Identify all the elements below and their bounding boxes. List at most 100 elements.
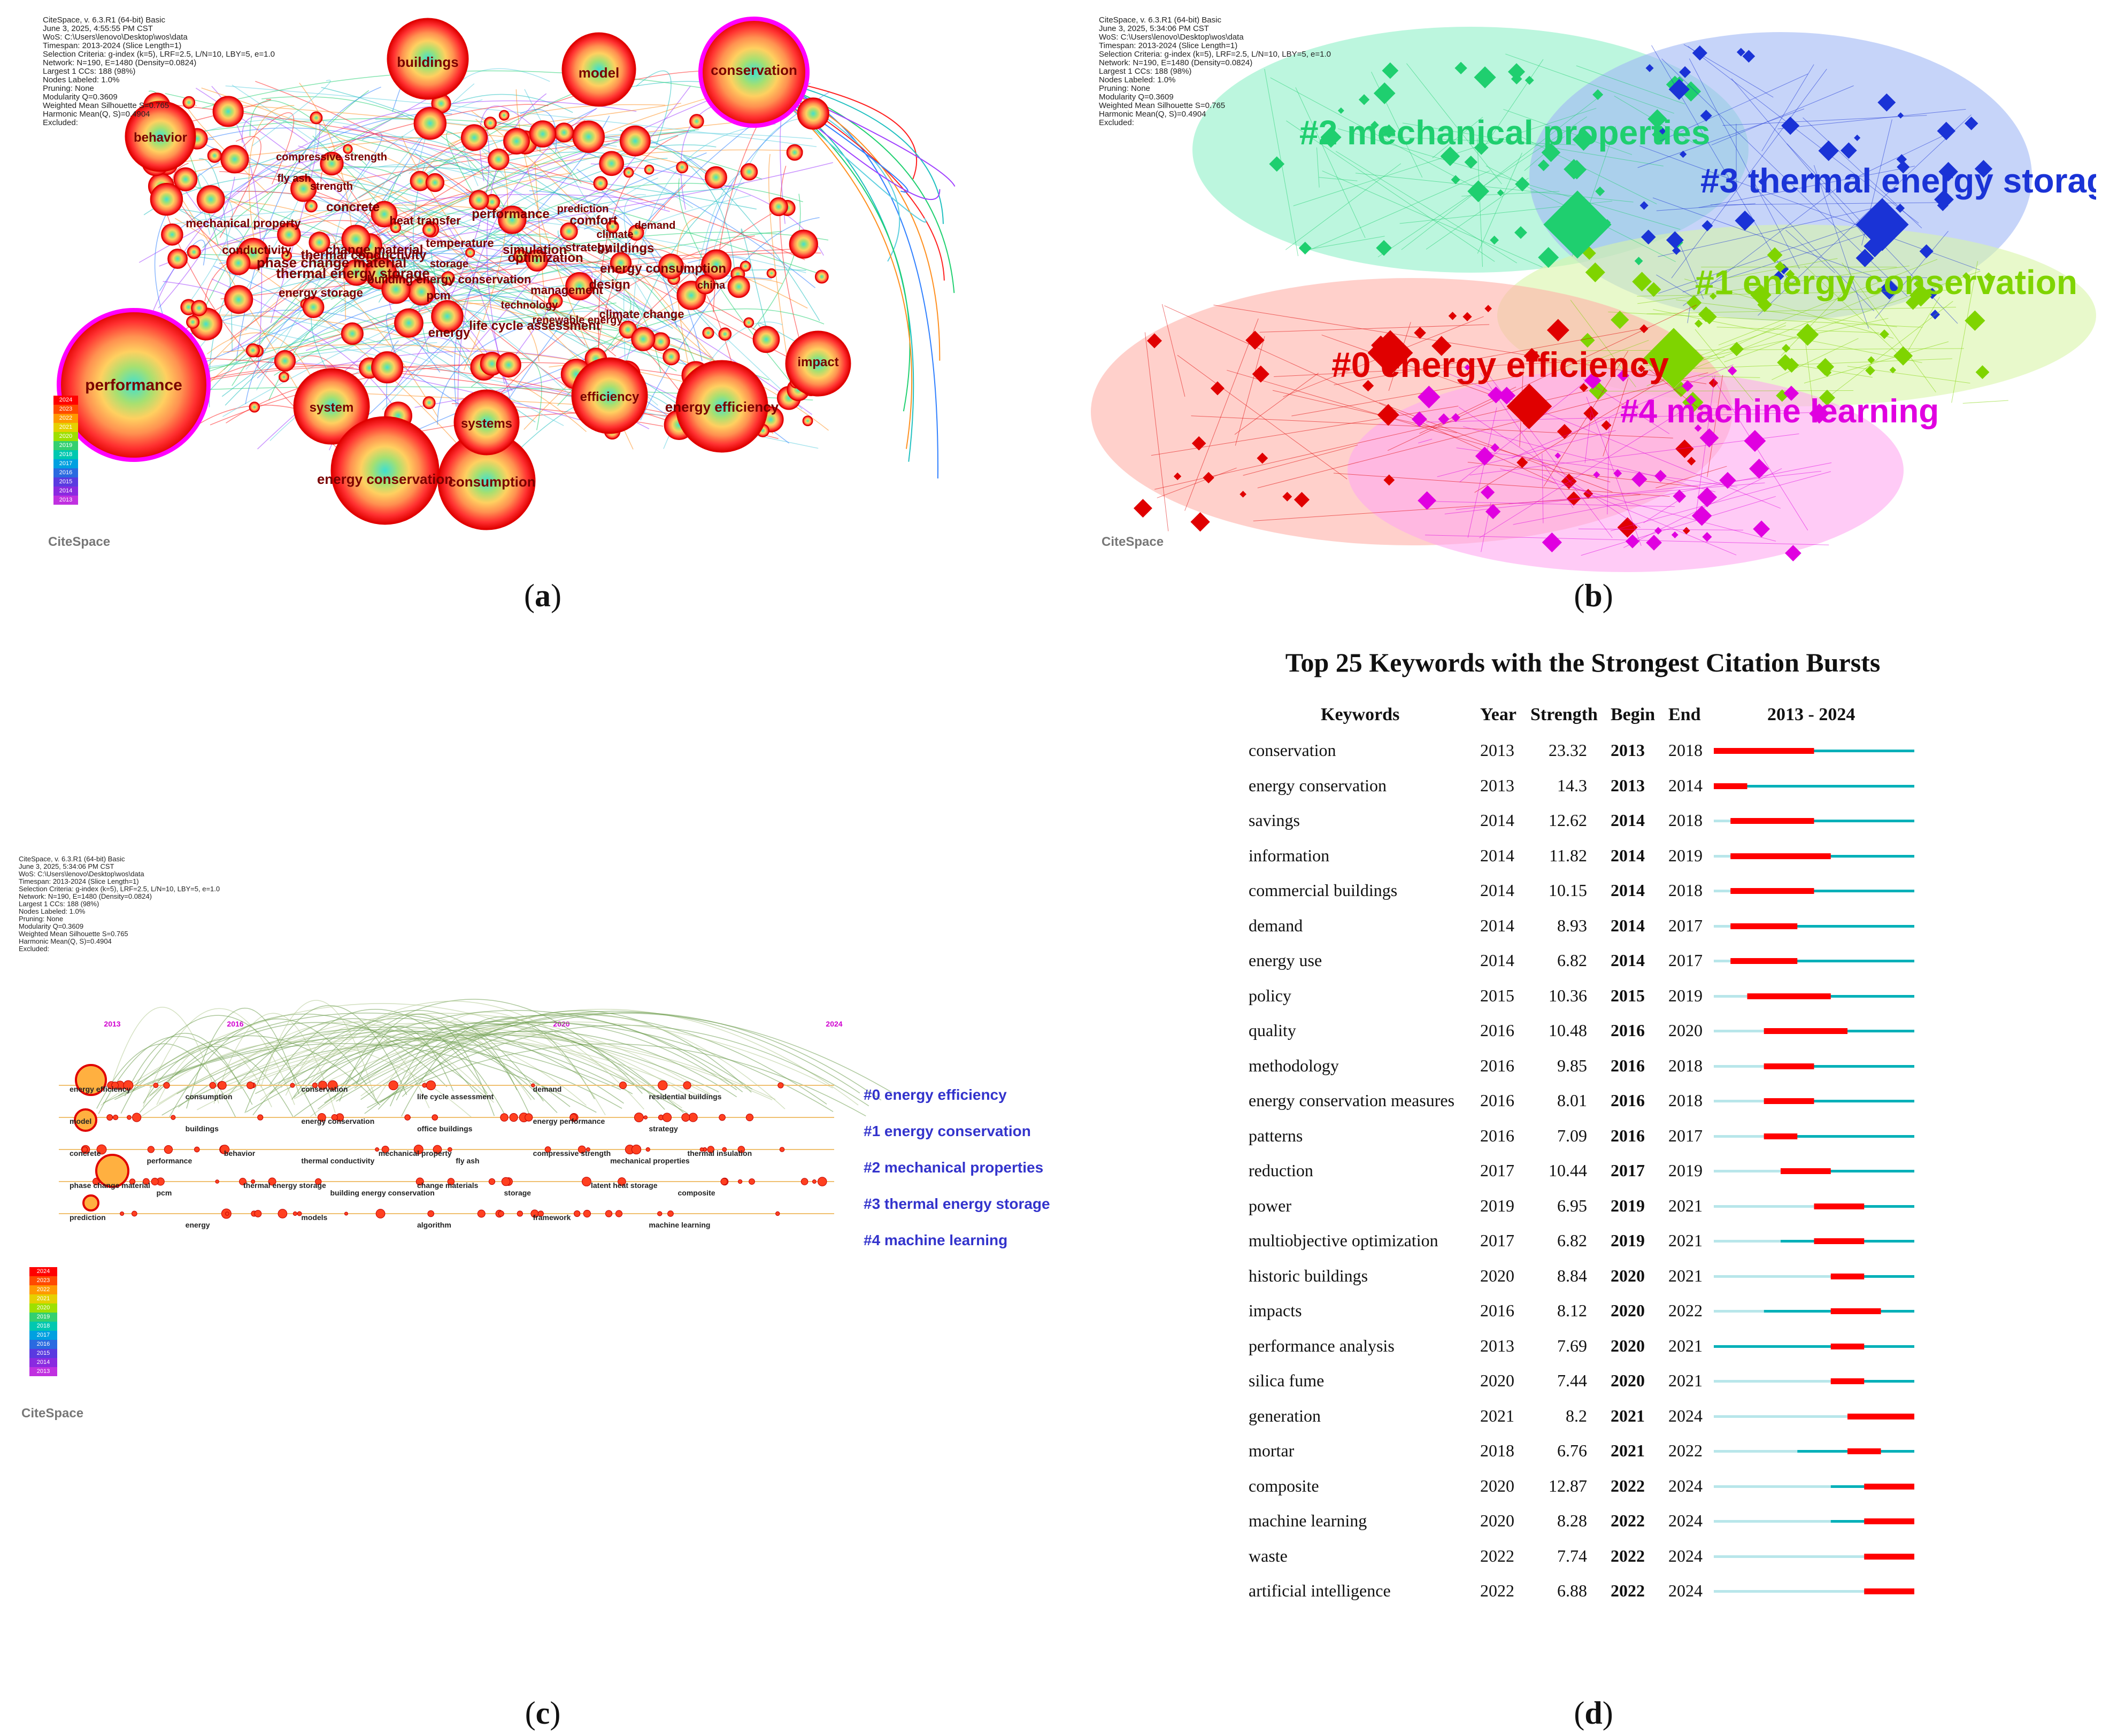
- network-node-efficiency: [571, 357, 648, 434]
- network-node: [422, 396, 436, 410]
- network-edge: [623, 287, 627, 367]
- burst-bar: [1714, 1133, 1914, 1139]
- cluster-edge: [1458, 407, 1641, 528]
- cluster-edge: [1695, 375, 1715, 518]
- timeline-arc: [360, 1008, 859, 1106]
- burst-row: generation 2021 8.2 2021 2024: [0, 1406, 2102, 1441]
- cluster-edge: [1151, 405, 1459, 456]
- network-node: [689, 114, 704, 129]
- burst-row: power 2019 6.95 2019 2021: [0, 1196, 2102, 1231]
- cluster-node-large: [1367, 330, 1413, 376]
- network-node: [496, 352, 521, 378]
- network-node-system: [293, 368, 370, 445]
- legend-year-2020: 2020: [53, 432, 78, 441]
- timeline-node-label: energy performance: [533, 1117, 605, 1125]
- node-label: mechanical property: [186, 217, 301, 230]
- timeline-node: [257, 1114, 264, 1121]
- cluster-node: [1654, 527, 1662, 535]
- timeline-arc: [245, 1022, 834, 1113]
- panel-c-info-line: WoS: C:\Users\lenovo\Desktop\wos\data: [19, 870, 144, 878]
- timeline-node: [583, 1209, 591, 1218]
- network-node: [631, 327, 656, 351]
- panel-c-info-line: Harmonic Mean(Q, S)=0.4904: [19, 937, 112, 945]
- network-node: [167, 249, 188, 269]
- network-edge: [598, 135, 679, 377]
- cluster-node: [1337, 107, 1344, 114]
- timeline-node-label: thermal energy storage: [243, 1181, 326, 1190]
- burst-begin: 2022: [1611, 1581, 1645, 1600]
- burst-bar-burst: [1864, 1518, 1914, 1524]
- cluster-edge: [1676, 299, 1897, 327]
- timeline-node-label: algorithm: [417, 1221, 451, 1229]
- network-node: [644, 164, 655, 175]
- burst-strength: 10.44: [1549, 1161, 1587, 1180]
- panel-b: #2 mechanical properties #3 thermal energ…: [1085, 0, 2096, 572]
- cluster-edge: [1815, 276, 1928, 278]
- burst-table-title: Top 25 Keywords with the Strongest Citat…: [1285, 647, 1881, 677]
- cluster-edge: [1335, 151, 1518, 264]
- cluster-edge: [1311, 236, 1385, 250]
- node-label: impact: [797, 355, 838, 369]
- network-edge: [217, 100, 637, 211]
- burst-keyword: energy conservation: [1249, 775, 1387, 795]
- burst-strength: 6.88: [1557, 1581, 1587, 1600]
- burst-strength: 7.44: [1557, 1371, 1587, 1390]
- panel-c-info-line: Excluded:: [19, 945, 50, 953]
- node-label: energy storage: [279, 286, 363, 299]
- network-edge: [248, 105, 295, 243]
- header-range: 2013 - 2024: [1767, 705, 1855, 724]
- burst-bar: [1714, 1483, 1914, 1490]
- timeline-node: [775, 1211, 780, 1216]
- cluster-edge: [1469, 433, 1799, 475]
- network-node-model: [561, 32, 636, 107]
- timeline-arc: [148, 1041, 472, 1118]
- cluster-edge: [1951, 261, 1978, 403]
- timeline-node-label: energy efficiency: [70, 1085, 131, 1093]
- network-node: [593, 176, 608, 191]
- cluster-edge: [1505, 53, 1675, 114]
- burst-end: 2019: [1668, 1161, 1703, 1180]
- burst-year: 2016: [1480, 1021, 1514, 1040]
- cluster-edge: [1586, 397, 1642, 546]
- burst-bar: [1714, 1273, 1914, 1279]
- cluster-node: [1666, 231, 1684, 249]
- burst-bar-inactive: [1714, 1415, 1847, 1418]
- network-node: [302, 296, 325, 318]
- cluster-edge: [1444, 470, 1822, 514]
- timeline-node: [681, 1113, 690, 1122]
- timeline-node: [645, 1147, 650, 1152]
- timeline-node-label: consumption: [186, 1092, 233, 1101]
- cluster-node: [1729, 342, 1744, 357]
- burst-strength: 23.32: [1549, 740, 1587, 760]
- burst-begin: 2014: [1611, 951, 1645, 970]
- burst-strength: 7.69: [1557, 1336, 1587, 1355]
- burst-bar-active: [1730, 820, 1914, 822]
- network-node: [371, 351, 404, 384]
- network-node: [186, 315, 200, 329]
- cluster-edge: [1637, 265, 1909, 304]
- cluster-edge: [1804, 341, 1949, 384]
- burst-keyword: energy conservation measures: [1249, 1091, 1455, 1110]
- timeline-node: [315, 1178, 322, 1185]
- timeline-node: [818, 1177, 827, 1186]
- network-edge: [479, 105, 543, 181]
- burst-row: information 2014 11.82 2014 2019: [0, 846, 2102, 881]
- network-edge: [302, 166, 398, 177]
- network-node: [220, 145, 249, 174]
- cluster-node: [1613, 469, 1622, 478]
- burst-keyword: patterns: [1249, 1125, 1303, 1145]
- network-edge: [241, 266, 513, 298]
- network-node: [663, 348, 680, 366]
- panel-a-info-line: Selection Criteria: g-index (k=5), LRF=2…: [43, 50, 275, 59]
- burst-keyword: artificial intelligence: [1249, 1581, 1391, 1600]
- panel-a-info: CiteSpace, v. 6.3.R1 (64-bit) Basic June …: [43, 16, 275, 127]
- burst-strength: 10.36: [1549, 985, 1587, 1005]
- cluster-edge: [1792, 364, 1873, 378]
- timeline-node-label: latent heat storage: [591, 1181, 658, 1190]
- network-node: [274, 350, 296, 372]
- burst-bar-burst: [1864, 1588, 1914, 1594]
- cluster-edge: [1321, 334, 1489, 395]
- burst-bar-inactive: [1714, 1520, 1831, 1523]
- burst-row: policy 2015 10.36 2015 2019: [0, 986, 2102, 1021]
- timeline-node-large: [74, 1108, 97, 1132]
